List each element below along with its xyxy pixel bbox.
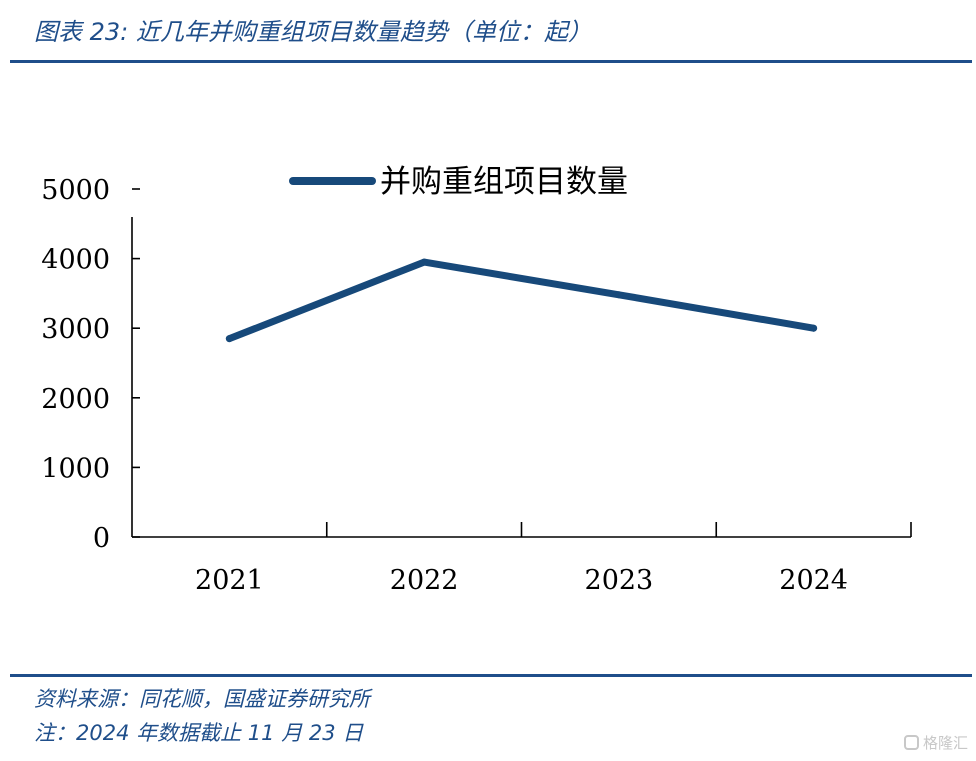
watermark-logo-icon — [903, 735, 919, 750]
data-point — [810, 324, 818, 332]
x-tick-label: 2021 — [195, 565, 264, 596]
figure-title: 图表 23: 近几年并购重组项目数量趋势（单位：起） — [34, 18, 592, 46]
axes — [131, 217, 911, 538]
series — [225, 258, 818, 343]
y-tick-label: 1000 — [41, 453, 110, 484]
footer: 资料来源：同花顺，国盛证券研究所 注：2024 年数据截止 11 月 23 日 — [34, 682, 370, 750]
x-tick-label: 2024 — [779, 565, 848, 596]
series-line — [225, 258, 818, 343]
source-note: 资料来源：同花顺，国盛证券研究所 — [34, 687, 370, 711]
watermark: 格隆汇 — [903, 732, 968, 753]
y-tick-label: 4000 — [41, 245, 110, 276]
legend: 并购重组项目数量 — [289, 164, 628, 200]
x-axis-ticks: 2021 2022 2023 2024 — [195, 522, 912, 596]
y-tick-label: 5000 — [41, 175, 110, 206]
data-point — [225, 335, 233, 343]
figure-header: 图表 23: 近几年并购重组项目数量趋势（单位：起） — [0, 0, 976, 64]
legend-label: 并购重组项目数量 — [380, 164, 628, 200]
top-rule — [10, 60, 972, 63]
y-tick-label: 0 — [93, 523, 110, 554]
data-note: 注：2024 年数据截止 11 月 23 日 — [34, 721, 364, 745]
watermark-text: 格隆汇 — [922, 734, 968, 752]
x-tick-label: 2022 — [390, 565, 459, 596]
data-point — [420, 258, 428, 266]
x-tick-label: 2023 — [585, 565, 654, 596]
data-point — [615, 291, 623, 299]
y-tick-label: 2000 — [41, 384, 110, 415]
y-axis-ticks: 0 1000 2000 3000 4000 5000 — [41, 175, 140, 554]
bottom-rule — [10, 674, 972, 677]
y-tick-label: 3000 — [41, 314, 110, 345]
line-chart: 并购重组项目数量 0 1000 2000 3000 4000 5000 2021 2022 2… — [0, 64, 976, 674]
